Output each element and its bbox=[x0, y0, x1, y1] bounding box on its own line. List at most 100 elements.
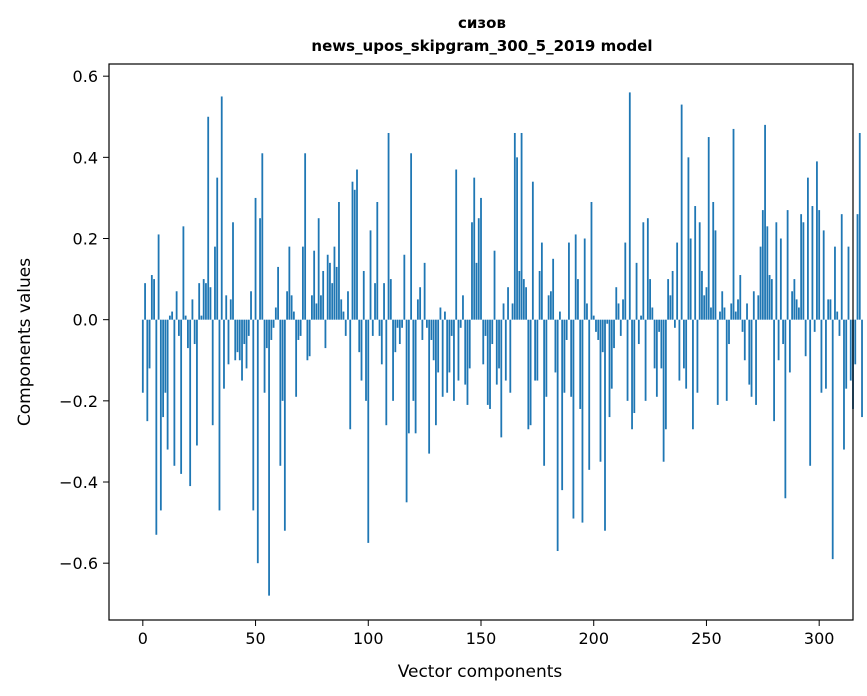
bar bbox=[173, 319, 176, 466]
bar bbox=[597, 319, 600, 340]
bar bbox=[155, 319, 158, 535]
bar bbox=[369, 230, 372, 320]
x-tick-label: 250 bbox=[691, 629, 722, 648]
bar bbox=[207, 116, 210, 320]
bar bbox=[329, 262, 331, 320]
bar bbox=[177, 319, 180, 336]
bar bbox=[687, 157, 690, 320]
bar bbox=[448, 319, 451, 373]
bar bbox=[441, 319, 444, 397]
bar bbox=[299, 319, 302, 336]
bar bbox=[473, 177, 476, 320]
bar bbox=[349, 319, 352, 430]
bar bbox=[193, 319, 196, 345]
bar bbox=[637, 319, 640, 345]
bar bbox=[554, 319, 557, 373]
plot-frame bbox=[108, 63, 854, 621]
bar bbox=[340, 299, 343, 320]
bar bbox=[599, 319, 602, 462]
bar bbox=[766, 226, 769, 320]
bar bbox=[725, 319, 728, 401]
bar bbox=[301, 246, 304, 320]
bar bbox=[263, 319, 266, 393]
bar bbox=[500, 319, 503, 438]
bar bbox=[480, 197, 482, 320]
bar bbox=[157, 234, 160, 320]
bar bbox=[466, 319, 469, 405]
bar bbox=[295, 319, 298, 397]
bar bbox=[486, 319, 489, 405]
bar bbox=[236, 319, 239, 353]
bar bbox=[631, 319, 633, 430]
bar bbox=[671, 270, 674, 320]
y-tick-label: −0.6 bbox=[59, 554, 98, 573]
bar bbox=[428, 319, 431, 454]
bar bbox=[311, 295, 313, 320]
bar bbox=[746, 303, 748, 320]
bar bbox=[250, 291, 252, 320]
bar bbox=[856, 214, 859, 320]
bar bbox=[471, 222, 473, 320]
bar bbox=[252, 319, 255, 511]
bar bbox=[498, 319, 500, 369]
bar bbox=[189, 319, 192, 487]
bar bbox=[827, 299, 830, 320]
chart-title-line-1: сизов bbox=[458, 14, 506, 32]
bar bbox=[782, 319, 785, 345]
bar bbox=[838, 319, 841, 336]
bar bbox=[683, 319, 685, 369]
bar bbox=[642, 222, 645, 320]
bar bbox=[658, 319, 661, 332]
bar bbox=[529, 319, 532, 426]
bar bbox=[667, 279, 670, 320]
bar bbox=[635, 262, 638, 320]
bar bbox=[331, 283, 334, 320]
bar bbox=[407, 319, 410, 434]
bar bbox=[617, 303, 620, 320]
bar bbox=[768, 275, 771, 320]
bar bbox=[628, 92, 631, 320]
bar bbox=[788, 319, 791, 373]
bar bbox=[459, 319, 462, 328]
bar bbox=[732, 128, 735, 320]
bar bbox=[574, 234, 577, 320]
bar bbox=[216, 177, 219, 320]
bar bbox=[714, 230, 717, 320]
y-tick-label: 0.0 bbox=[73, 311, 98, 330]
bar bbox=[168, 315, 171, 320]
bar bbox=[495, 319, 498, 385]
bar bbox=[737, 299, 739, 320]
bar bbox=[834, 246, 836, 320]
x-axis-label: Vector components bbox=[398, 662, 563, 682]
x-tick-label: 200 bbox=[578, 629, 609, 648]
bar bbox=[229, 299, 232, 320]
bar bbox=[538, 270, 541, 320]
bar bbox=[522, 279, 525, 320]
bar bbox=[446, 319, 449, 393]
bar bbox=[421, 319, 424, 340]
bar bbox=[793, 279, 796, 320]
y-tick-label: 0.4 bbox=[73, 148, 98, 167]
bar bbox=[412, 319, 415, 401]
bar bbox=[531, 181, 534, 320]
bar bbox=[502, 303, 505, 320]
bar bbox=[509, 319, 512, 393]
bar bbox=[698, 222, 701, 320]
bar bbox=[491, 319, 494, 345]
bar bbox=[608, 319, 611, 418]
bar bbox=[419, 287, 422, 320]
bar bbox=[777, 319, 780, 361]
bar bbox=[396, 319, 399, 328]
bar bbox=[288, 246, 291, 320]
bar bbox=[164, 319, 167, 393]
bar bbox=[568, 242, 570, 320]
bar bbox=[414, 319, 417, 434]
bar bbox=[689, 238, 692, 320]
bar bbox=[166, 319, 169, 450]
bar bbox=[184, 315, 187, 320]
bar bbox=[807, 177, 809, 320]
bar bbox=[716, 319, 719, 405]
bar bbox=[225, 295, 228, 320]
bar bbox=[191, 299, 194, 320]
